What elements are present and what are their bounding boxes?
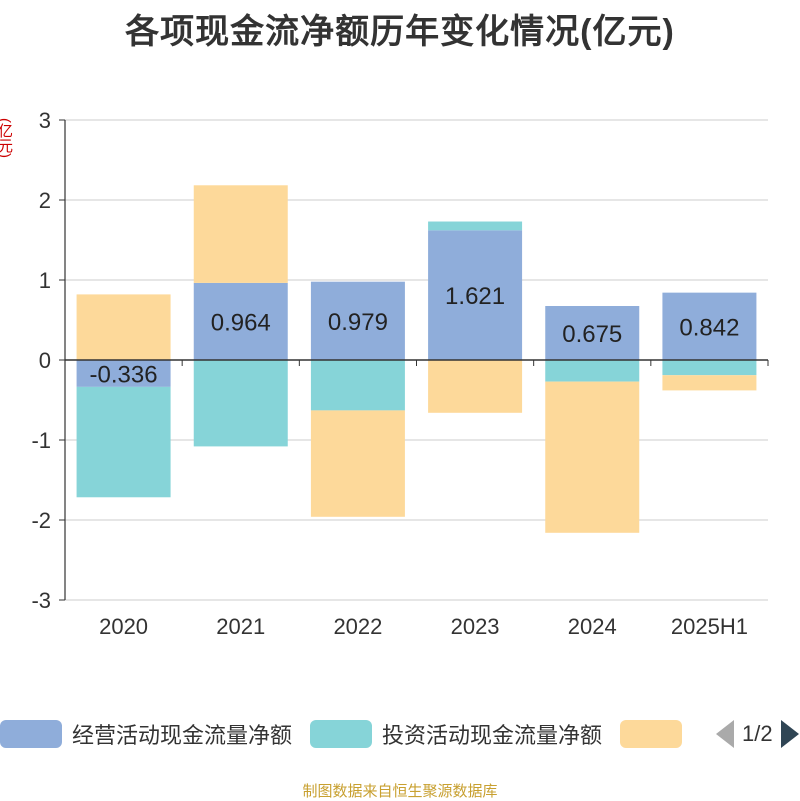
y-tick-label: 0 bbox=[39, 348, 51, 373]
bar-2021-series-2 bbox=[193, 185, 288, 283]
x-category-label: 2024 bbox=[568, 614, 617, 639]
data-source-note: 制图数据来自恒生聚源数据库 bbox=[302, 783, 498, 800]
legend-prev-icon[interactable] bbox=[716, 720, 735, 748]
y-axis-unit: (亿元) bbox=[0, 118, 13, 158]
bar-2020-series-2 bbox=[76, 294, 171, 360]
x-category-label: 2022 bbox=[333, 614, 382, 639]
bar-2024-series-2 bbox=[545, 381, 640, 533]
chart-plot: 3 2 1 0 -1 -2 -3 -0.336 0.964 0.979 1.621 0.675 0.84… bbox=[31, 108, 769, 639]
x-category-label: 2020 bbox=[99, 614, 148, 639]
legend-page-indicator: 1/2 bbox=[742, 721, 773, 746]
bar-2021-series-0 bbox=[193, 282, 288, 360]
legend-item-financing[interactable] bbox=[620, 720, 692, 748]
legend-pager: 1/2 bbox=[716, 720, 799, 748]
y-tick-label: -3 bbox=[31, 588, 51, 613]
data-label-2022: 0.979 bbox=[328, 309, 388, 336]
bar-2023-series-1 bbox=[428, 221, 523, 231]
legend-item-operating[interactable]: 经营活动现金流量净额 bbox=[0, 718, 292, 750]
data-label-2021: 0.964 bbox=[211, 309, 271, 336]
x-category-label: 2023 bbox=[451, 614, 500, 639]
legend-swatch-investing bbox=[310, 720, 373, 748]
bar-2025H1-series-1 bbox=[662, 360, 757, 376]
data-label-2023: 1.621 bbox=[445, 283, 505, 310]
bar-2020-series-1 bbox=[76, 386, 171, 498]
bar-2023-series-0 bbox=[428, 230, 523, 360]
bar-2025H1-series-0 bbox=[662, 292, 757, 360]
x-category-label: 2025H1 bbox=[671, 614, 748, 639]
data-label-2024: 0.675 bbox=[562, 321, 622, 348]
bar-2022-series-1 bbox=[310, 360, 405, 411]
bar-2025H1-series-2 bbox=[662, 375, 757, 391]
y-tick-label: 2 bbox=[39, 188, 51, 213]
legend: 经营活动现金流量净额 投资活动现金流量净额 1/2 bbox=[0, 716, 800, 752]
chart-title: 各项现金流净额历年变化情况(亿元) bbox=[125, 13, 675, 51]
bar-2024-series-0 bbox=[545, 306, 640, 360]
legend-label-investing: 投资活动现金流量净额 bbox=[382, 723, 603, 748]
bar-2022-series-0 bbox=[310, 281, 405, 360]
bar-2022-series-2 bbox=[310, 410, 405, 517]
legend-item-investing[interactable]: 投资活动现金流量净额 bbox=[310, 718, 602, 750]
x-category-label: 2021 bbox=[216, 614, 265, 639]
bar-2021-series-1 bbox=[193, 360, 288, 447]
bar-2024-series-1 bbox=[545, 360, 640, 382]
y-tick-label: 3 bbox=[39, 108, 51, 133]
data-label-2020: -0.336 bbox=[90, 361, 158, 388]
bar-2023-series-2 bbox=[428, 360, 523, 413]
y-tick-label: 1 bbox=[39, 268, 51, 293]
y-tick-label: -1 bbox=[31, 428, 51, 453]
y-tick-label: -2 bbox=[31, 508, 51, 533]
legend-swatch-financing bbox=[620, 720, 683, 748]
data-label-2025H1: 0.842 bbox=[679, 314, 739, 341]
legend-swatch-operating bbox=[0, 720, 62, 748]
legend-label-operating: 经营活动现金流量净额 bbox=[72, 723, 293, 748]
legend-next-icon[interactable] bbox=[780, 720, 799, 748]
bar-2020-series-0 bbox=[76, 360, 171, 387]
